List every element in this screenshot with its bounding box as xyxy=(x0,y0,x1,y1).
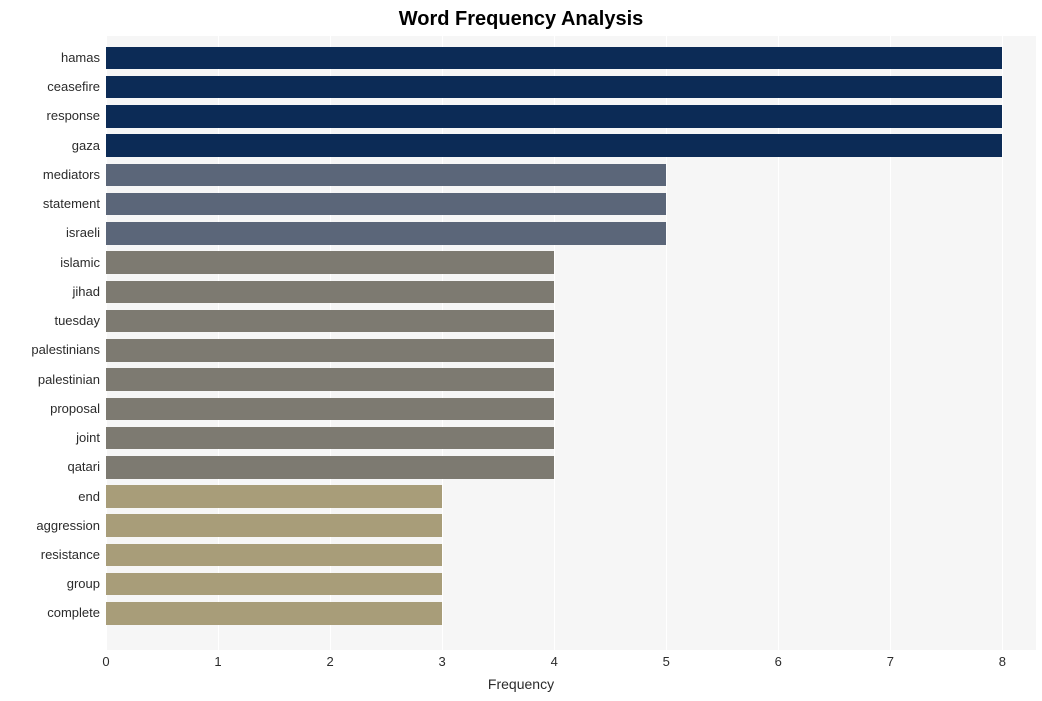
chart-container: Word Frequency Analysis Frequency 0 1 2 3 4 5… xyxy=(0,0,1042,701)
bar xyxy=(106,544,442,567)
bar xyxy=(106,602,442,625)
x-tick-label: 0 xyxy=(86,654,126,669)
y-tick-label: tuesday xyxy=(0,310,100,332)
x-tick-label: 3 xyxy=(422,654,462,669)
grid-line xyxy=(778,36,779,650)
y-tick-label: resistance xyxy=(0,544,100,566)
y-tick-label: statement xyxy=(0,193,100,215)
bar xyxy=(106,573,442,596)
bar xyxy=(106,193,666,216)
grid-line xyxy=(666,36,667,650)
grid-line xyxy=(890,36,891,650)
x-tick-label: 8 xyxy=(982,654,1022,669)
y-tick-label: qatari xyxy=(0,456,100,478)
x-tick-label: 5 xyxy=(646,654,686,669)
y-tick-label: aggression xyxy=(0,515,100,537)
chart-title: Word Frequency Analysis xyxy=(0,8,1042,31)
y-tick-label: response xyxy=(0,105,100,127)
bar xyxy=(106,222,666,245)
bar xyxy=(106,339,554,362)
y-tick-label: proposal xyxy=(0,398,100,420)
y-tick-label: end xyxy=(0,486,100,508)
x-tick-label: 2 xyxy=(310,654,350,669)
y-tick-label: mediators xyxy=(0,164,100,186)
bar xyxy=(106,164,666,187)
bar xyxy=(106,427,554,450)
bar xyxy=(106,105,1002,128)
y-tick-label: israeli xyxy=(0,222,100,244)
grid-line xyxy=(554,36,555,650)
bar xyxy=(106,47,1002,70)
bar xyxy=(106,368,554,391)
x-tick-label: 4 xyxy=(534,654,574,669)
bar xyxy=(106,398,554,421)
y-tick-label: islamic xyxy=(0,252,100,274)
y-tick-label: jihad xyxy=(0,281,100,303)
x-tick-label: 6 xyxy=(758,654,798,669)
y-tick-label: ceasefire xyxy=(0,76,100,98)
x-tick-label: 1 xyxy=(198,654,238,669)
x-axis-title: Frequency xyxy=(0,676,1042,692)
bar xyxy=(106,251,554,274)
y-tick-label: complete xyxy=(0,602,100,624)
bar xyxy=(106,76,1002,99)
bar xyxy=(106,456,554,479)
bar xyxy=(106,514,442,537)
grid-line xyxy=(1002,36,1003,650)
bar xyxy=(106,310,554,333)
y-tick-label: group xyxy=(0,573,100,595)
y-tick-label: palestinians xyxy=(0,339,100,361)
y-tick-label: joint xyxy=(0,427,100,449)
bar xyxy=(106,485,442,508)
plot-area xyxy=(106,36,1036,650)
bar xyxy=(106,281,554,304)
y-tick-label: gaza xyxy=(0,135,100,157)
y-tick-label: palestinian xyxy=(0,369,100,391)
x-tick-label: 7 xyxy=(870,654,910,669)
y-tick-label: hamas xyxy=(0,47,100,69)
bar xyxy=(106,134,1002,157)
